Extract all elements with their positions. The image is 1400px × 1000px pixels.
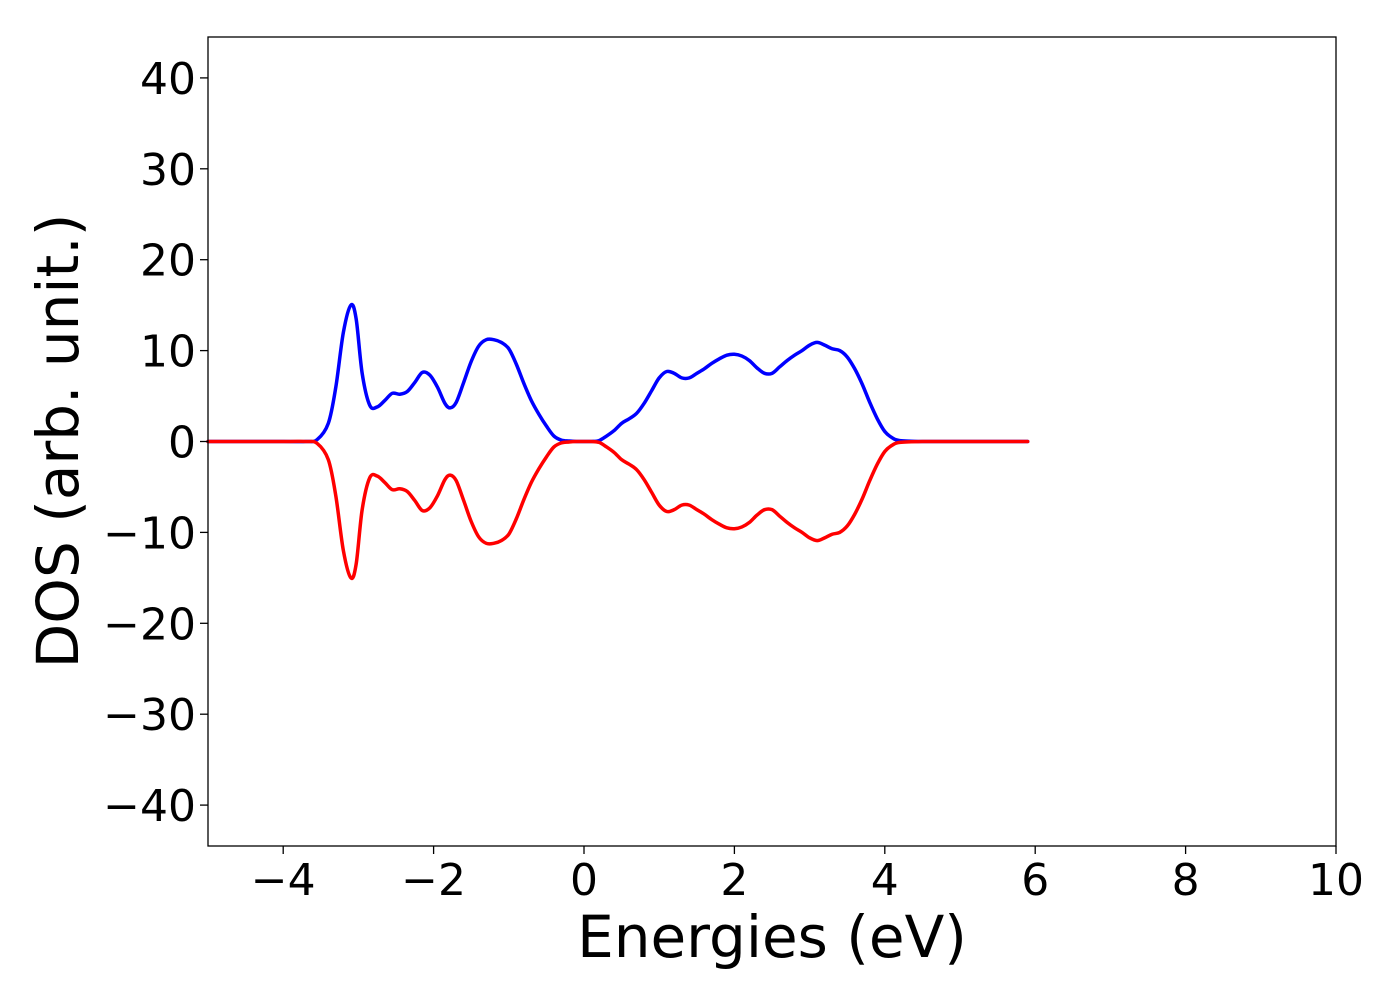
y-tick-label: −30 — [103, 690, 196, 741]
y-tick-label: 40 — [140, 54, 196, 105]
x-axis-ticks: −4 −2 0 2 4 6 8 10 — [251, 846, 1364, 906]
x-tick-label: −4 — [251, 855, 316, 906]
y-tick-label: −40 — [103, 781, 196, 832]
y-tick-label: −10 — [103, 508, 196, 559]
y-axis-ticks: 40 30 20 10 0 −10 −20 −30 −40 — [103, 54, 208, 832]
x-tick-label: 6 — [1021, 855, 1049, 906]
x-tick-label: 2 — [720, 855, 748, 906]
x-tick-label: 8 — [1172, 855, 1200, 906]
y-tick-label: 30 — [140, 145, 196, 196]
y-axis-label: DOS (arb. unit.) — [24, 214, 92, 669]
series-line-1 — [206, 302, 1030, 444]
y-tick-label: 0 — [168, 418, 196, 469]
series-line-2 — [206, 439, 1030, 581]
x-tick-label: 0 — [570, 855, 598, 906]
x-tick-label: 4 — [871, 855, 899, 906]
y-tick-label: 20 — [140, 236, 196, 287]
x-tick-label: −2 — [401, 855, 466, 906]
y-tick-label: 10 — [140, 327, 196, 378]
x-tick-label: 10 — [1308, 855, 1364, 906]
x-axis-label: Energies (eV) — [577, 903, 967, 971]
y-tick-label: −20 — [103, 599, 196, 650]
series-layer — [206, 302, 1030, 581]
